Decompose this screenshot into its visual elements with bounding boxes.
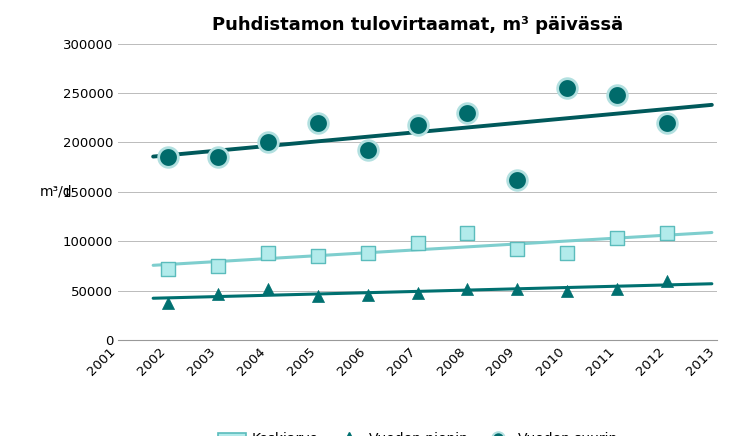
- Point: [162, 154, 174, 161]
- Point: [312, 292, 324, 299]
- Point: [162, 299, 174, 306]
- Point: [361, 147, 373, 154]
- Point: [461, 109, 473, 116]
- Point: [611, 235, 623, 242]
- Point: [262, 250, 273, 257]
- Point: [511, 245, 523, 252]
- Point: [511, 285, 523, 292]
- Point: [312, 119, 324, 126]
- Point: [212, 290, 224, 297]
- Point: [561, 85, 573, 92]
- Point: [262, 285, 273, 292]
- Point: [661, 230, 672, 237]
- Point: [561, 287, 573, 294]
- Point: [412, 121, 423, 128]
- Point: [361, 291, 373, 298]
- Point: [212, 154, 224, 161]
- Point: [611, 285, 623, 292]
- Point: [212, 262, 224, 269]
- Point: [661, 119, 672, 126]
- Point: [561, 250, 573, 257]
- Point: [661, 277, 672, 284]
- Point: [611, 92, 623, 99]
- Point: [312, 252, 324, 259]
- Point: [461, 230, 473, 237]
- Legend: Keskiarvo, Vuoden pienin, Vuoden suurin: Keskiarvo, Vuoden pienin, Vuoden suurin: [213, 426, 622, 436]
- Point: [511, 177, 523, 184]
- Point: [412, 289, 423, 296]
- Point: [162, 266, 174, 272]
- Y-axis label: m³/d: m³/d: [40, 185, 72, 199]
- Title: Puhdistamon tulovirtaamat, m³ päivässä: Puhdistamon tulovirtaamat, m³ päivässä: [212, 16, 623, 34]
- Point: [461, 285, 473, 292]
- Point: [412, 240, 423, 247]
- Point: [361, 250, 373, 257]
- Point: [262, 139, 273, 146]
